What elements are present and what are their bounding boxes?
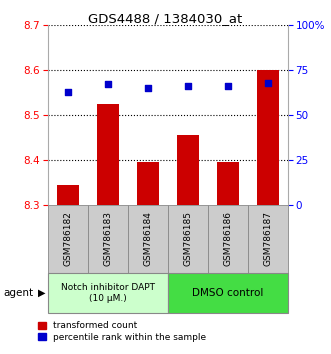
Text: GSM786187: GSM786187 [263,211,272,266]
Point [225,83,231,89]
Bar [88,205,128,273]
Bar [257,70,279,205]
Text: GSM786185: GSM786185 [183,211,193,266]
Bar [97,104,119,205]
Text: DMSO control: DMSO control [192,288,264,298]
Text: Notch inhibitor DAPT
(10 μM.): Notch inhibitor DAPT (10 μM.) [61,283,155,303]
Point [265,80,271,85]
Point [145,85,151,91]
Bar [48,273,168,313]
Bar [177,135,199,205]
Bar [128,205,168,273]
Bar [217,162,239,205]
Point [65,89,71,95]
Legend: transformed count, percentile rank within the sample: transformed count, percentile rank withi… [38,321,206,342]
Bar [208,205,248,273]
Bar [248,205,288,273]
Text: GSM786186: GSM786186 [223,211,232,266]
Point [185,83,191,89]
Text: GSM786184: GSM786184 [143,211,153,266]
Text: GSM786183: GSM786183 [104,211,113,266]
Point [105,81,111,87]
Bar [168,273,288,313]
Bar [137,162,159,205]
Bar [168,205,208,273]
Text: agent: agent [3,288,33,298]
Bar [48,205,88,273]
Text: GSM786182: GSM786182 [64,211,72,266]
Text: GDS4488 / 1384030_at: GDS4488 / 1384030_at [88,12,243,25]
Bar [57,185,79,205]
Text: ▶: ▶ [38,288,46,298]
